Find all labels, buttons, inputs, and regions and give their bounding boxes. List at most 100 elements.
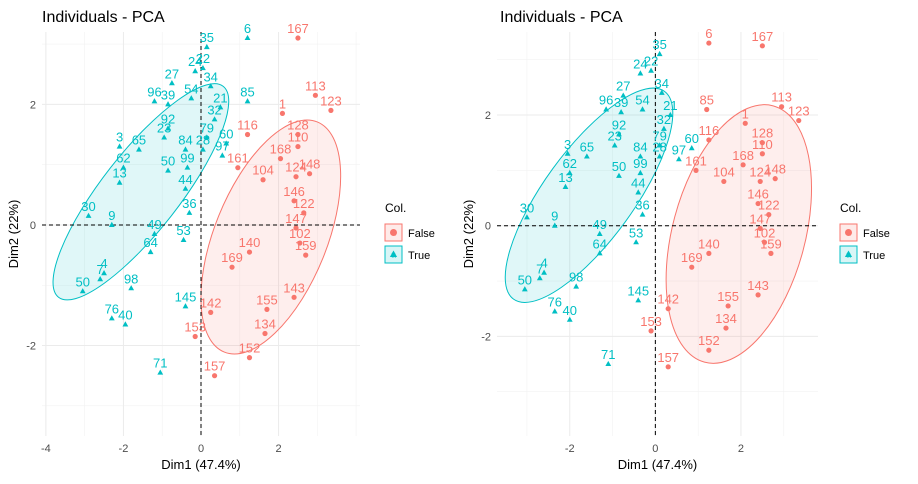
x-tick-label: 0: [198, 443, 204, 455]
point-label: 50: [75, 274, 89, 289]
point-label: 169: [221, 250, 243, 265]
point-label: 9: [108, 208, 115, 223]
point-true: [603, 106, 610, 112]
point-label: 28: [196, 133, 210, 148]
point-true: [120, 164, 127, 170]
point-true: [151, 230, 158, 236]
point-label: 84: [178, 133, 192, 148]
point-false: [742, 120, 748, 126]
legend-label-true: True: [408, 250, 430, 262]
point-label: 32: [207, 102, 221, 117]
point-label: 6: [244, 21, 251, 36]
point-label: 3: [116, 130, 123, 145]
point-false: [244, 131, 251, 138]
point-label: 161: [685, 153, 707, 168]
point-true: [116, 179, 123, 185]
point-true: [596, 230, 603, 236]
point-false: [772, 176, 778, 182]
point-false: [291, 294, 297, 300]
point-false: [755, 200, 761, 207]
point-label: 167: [287, 21, 309, 36]
point-label: 168: [270, 142, 292, 157]
point-true: [186, 209, 193, 215]
point-label: 98: [569, 270, 583, 285]
point-label: 1: [742, 106, 749, 121]
point-label: 113: [771, 90, 792, 105]
point-label: 143: [283, 280, 305, 295]
point-label: 27: [616, 79, 630, 94]
legend: Col. a False a True: [384, 201, 435, 264]
point-false: [721, 178, 727, 185]
point-label: 168: [732, 148, 754, 163]
point-true: [182, 185, 189, 191]
point-label: 32: [657, 112, 671, 127]
point-false: [779, 104, 785, 110]
y-tick-label: 0: [30, 220, 36, 232]
point-label: 146: [747, 187, 769, 202]
point-false: [704, 106, 710, 113]
point-label: 39: [161, 87, 175, 102]
point-label: 142: [200, 295, 222, 310]
point-label: 159: [295, 238, 317, 253]
legend-symbol-true: [389, 250, 398, 257]
point-label: 79: [652, 128, 666, 143]
point-true: [200, 146, 206, 152]
point-true: [217, 104, 224, 110]
point-label: 4: [100, 256, 107, 271]
point-label: 124: [749, 164, 771, 179]
point-true: [616, 172, 622, 178]
point-false: [208, 309, 214, 315]
point-true: [151, 98, 158, 104]
point-label: 7: [536, 261, 543, 276]
point-true: [637, 169, 644, 176]
point-true: [648, 67, 654, 73]
point-false: [279, 110, 286, 117]
point-false: [693, 167, 699, 173]
point-true: [108, 315, 115, 321]
point-label: 28: [652, 140, 666, 155]
point-label: 110: [752, 137, 773, 152]
point-true: [85, 212, 92, 218]
point-false: [766, 212, 772, 218]
x-tick-label: 0: [652, 443, 658, 455]
point-label: 116: [237, 118, 258, 133]
point-label: 157: [204, 359, 226, 374]
point-label: 128: [287, 118, 309, 133]
point-false: [761, 239, 768, 245]
point-false: [706, 40, 712, 46]
point-false: [757, 225, 763, 232]
y-tick-label: 2: [485, 110, 491, 122]
point-label: 152: [239, 341, 261, 356]
point-label: 76: [105, 301, 119, 316]
point-true: [165, 125, 171, 131]
point-true: [219, 152, 226, 158]
point-label: 36: [635, 198, 649, 213]
y-tick-label: 2: [30, 99, 36, 111]
point-true: [165, 101, 171, 107]
point-label: 39: [614, 95, 628, 110]
point-true: [676, 156, 682, 162]
chart-title: Individuals - PCA: [500, 9, 623, 26]
x-tick-label: 2: [738, 443, 744, 455]
y-tick-label: -2: [26, 341, 36, 353]
point-false: [328, 107, 334, 113]
point-true: [618, 109, 625, 115]
point-false: [211, 373, 218, 379]
point-true: [639, 106, 646, 112]
point-false: [295, 35, 301, 41]
point-label: 122: [293, 196, 315, 211]
point-true: [97, 276, 104, 282]
point-true: [656, 142, 663, 148]
point-label: 85: [699, 92, 713, 107]
point-false: [246, 355, 253, 361]
point-label: 148: [764, 162, 786, 177]
point-label: 123: [320, 93, 342, 108]
point-true: [157, 369, 164, 375]
point-false: [755, 292, 761, 298]
y-axis-title: Dim2 (22%): [6, 200, 21, 269]
legend-symbol-letter: a: [391, 228, 396, 238]
point-true: [667, 111, 674, 118]
point-label: 102: [289, 226, 311, 241]
point-true: [192, 67, 199, 74]
point-label: 13: [558, 170, 572, 185]
